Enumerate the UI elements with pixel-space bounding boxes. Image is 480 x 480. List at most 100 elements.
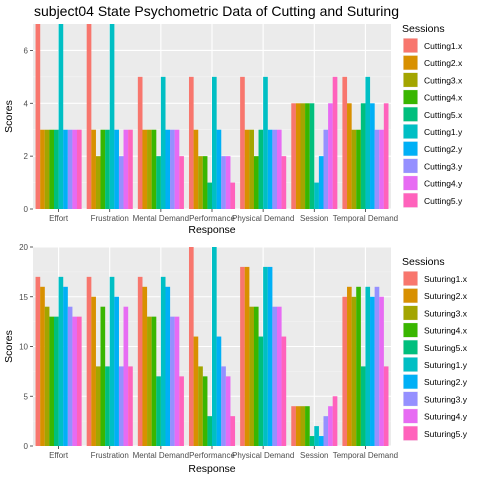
bar-suturing1-y-mental-demand [160,276,166,446]
x-axis-label: Response [188,463,235,475]
bar-suturing1-x-mental-demand [137,276,143,446]
bar-cutting2-y-effort [63,129,68,209]
bar-suturing1-y-temporal-demand [365,286,371,446]
bar-cutting3-y-frustration [118,156,124,209]
y-tick-label: 0 [24,205,29,214]
legend-label-suturing2-y: Suturing2.y [424,377,468,387]
legend-swatch-cutting2-y [403,141,418,156]
bar-cutting1-y-temporal-demand [365,76,371,209]
bar-suturing2-y-frustration [114,296,119,446]
bar-suturing1-y-performance [212,247,217,446]
legend-swatch-cutting4-x [403,90,418,105]
bar-cutting5-y-session [332,76,338,209]
y-axis-label: Scores [3,330,15,363]
bar-suturing4-y-performance [225,376,231,446]
bar-cutting1-y-mental-demand [160,76,166,209]
bar-suturing3-x-mental-demand [147,316,152,446]
bar-suturing1-x-frustration [86,276,92,446]
bar-suturing3-y-effort [67,306,73,446]
y-tick-label: 4 [24,99,29,108]
bar-cutting1-y-frustration [109,24,115,209]
bar-suturing1-y-frustration [109,276,115,446]
bar-suturing4-x-performance [202,376,208,446]
bar-suturing2-y-temporal-demand [370,296,375,446]
bar-cutting4-y-physical-demand [276,129,282,209]
bar-cutting3-y-performance [221,156,226,209]
bar-cutting5-y-frustration [128,129,133,209]
bar-cutting3-y-effort [67,129,73,209]
bar-suturing5-y-physical-demand [281,336,287,446]
bar-suturing5-x-frustration [105,366,110,446]
bar-cutting3-y-session [323,129,329,209]
bar-suturing4-x-mental-demand [151,316,157,446]
legend-label-suturing4-x: Suturing4.x [424,326,468,336]
y-tick-label: 2 [24,152,29,161]
bar-cutting3-x-physical-demand [249,129,254,209]
bar-cutting2-y-temporal-demand [370,103,375,209]
bar-suturing1-x-performance [188,247,194,446]
bar-suturing3-y-performance [221,366,226,446]
x-tick-label: Mental Demand [133,214,189,223]
bar-suturing1-x-session [291,406,296,446]
x-tick-label: Session [300,451,328,460]
bar-cutting1-x-temporal-demand [342,76,348,209]
bar-suturing4-x-session [305,406,310,446]
legend-label-cutting3-x: Cutting3.x [424,75,463,85]
legend-label-cutting4-y: Cutting4.y [424,179,463,189]
legend-swatch-cutting1-y [403,124,418,139]
bar-suturing3-y-physical-demand [272,306,278,446]
bar-cutting3-x-temporal-demand [351,129,357,209]
bar-cutting4-y-temporal-demand [379,129,384,209]
bar-suturing2-x-temporal-demand [347,286,352,446]
bar-suturing5-y-performance [230,416,236,446]
legend-label-cutting3-y: Cutting3.y [424,161,463,171]
legend-label-cutting2-y: Cutting2.y [424,144,463,154]
bar-suturing5-x-mental-demand [156,376,161,446]
bar-suturing2-y-performance [216,336,222,446]
bar-suturing4-y-temporal-demand [379,296,384,446]
bar-cutting4-x-performance [202,156,208,209]
bar-cutting5-x-physical-demand [258,129,264,209]
x-tick-label: Effort [49,214,69,223]
x-tick-label: Performance [189,451,235,460]
legend-swatch-suturing2-x [403,288,418,303]
legend-label-suturing5-y: Suturing5.y [424,429,468,439]
bar-suturing3-x-temporal-demand [351,296,357,446]
legend: Sessions Suturing1.x Suturing2.x Suturing3.… [402,256,468,441]
bar-suturing4-x-physical-demand [253,306,259,446]
bar-cutting1-y-session [314,182,319,209]
legend-swatch-cutting3-y [403,158,418,173]
bar-cutting5-x-mental-demand [156,156,161,209]
bar-cutting4-x-frustration [100,129,106,209]
bar-cutting4-x-effort [49,129,55,209]
legend-label-cutting4-x: Cutting4.x [424,93,463,103]
bar-cutting5-x-session [309,103,315,209]
bar-cutting1-y-physical-demand [263,76,268,209]
bar-cutting2-x-session [295,103,301,209]
bar-suturing4-y-mental-demand [174,316,180,446]
legend-swatch-suturing2-y [403,374,418,389]
legend-label-suturing3-x: Suturing3.x [424,308,468,318]
bar-suturing1-x-physical-demand [240,266,245,446]
bar-suturing2-x-session [295,406,301,446]
suturing-bar-chart: 0 5 10 15 20 Effort Frustration Mental Demand Pe… [3,243,468,475]
bar-suturing5-x-temporal-demand [360,366,366,446]
y-tick-label: 6 [24,46,29,55]
bar-suturing3-x-effort [44,306,50,446]
bar-cutting4-y-mental-demand [174,129,180,209]
bar-cutting4-x-session [305,103,310,209]
bar-suturing3-y-frustration [118,366,124,446]
legend-swatch-suturing4-y [403,409,418,424]
bar-cutting2-x-temporal-demand [347,103,352,209]
legend-swatch-cutting5-x [403,107,418,122]
bar-cutting5-x-frustration [105,129,110,209]
legend-swatch-cutting5-y [403,193,418,208]
bar-suturing2-y-physical-demand [267,266,273,446]
bar-suturing4-y-effort [72,316,78,446]
legend-title: Sessions [402,256,445,268]
legend-swatch-suturing5-x [403,340,418,355]
y-tick-label: 0 [24,442,29,451]
bar-suturing4-x-temporal-demand [356,286,361,446]
bar-cutting5-x-effort [53,129,59,209]
bar-cutting2-y-mental-demand [165,129,171,209]
